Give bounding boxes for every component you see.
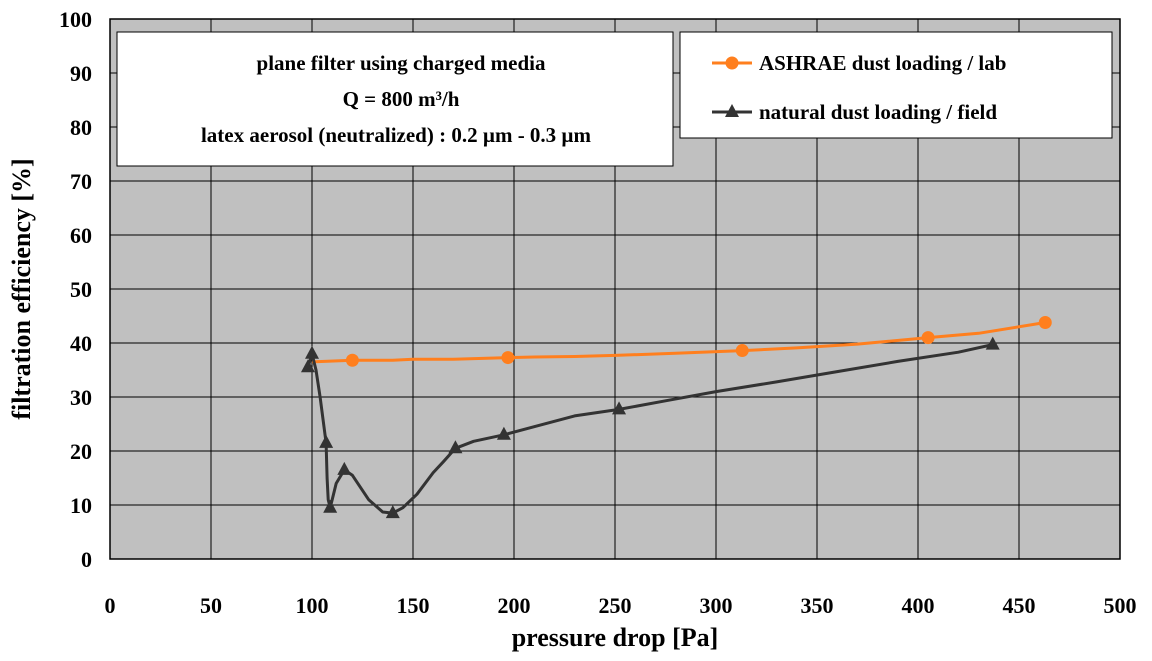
x-tick-label: 450 xyxy=(1003,593,1036,618)
data-point-natural xyxy=(305,345,319,359)
legend-item-ashrae: ASHRAE dust loading / lab xyxy=(712,51,1006,75)
annotation-background xyxy=(116,31,674,167)
data-point-natural xyxy=(448,440,463,454)
series-line-ashrae xyxy=(311,321,1046,364)
series-layer xyxy=(300,315,1052,519)
y-axis-title: filtration efficiency [%] xyxy=(7,158,36,419)
y-tick-label: 20 xyxy=(70,439,92,464)
y-tick-label: 50 xyxy=(70,277,92,302)
x-tick-label: 0 xyxy=(105,593,116,618)
y-tick-label: 70 xyxy=(70,169,92,194)
data-point-natural xyxy=(985,336,1000,350)
data-point-ashrae xyxy=(921,331,935,345)
data-point-natural xyxy=(323,499,338,513)
data-point-ashrae xyxy=(1038,315,1052,329)
data-point-natural xyxy=(300,359,315,373)
x-tick-label: 100 xyxy=(296,593,329,618)
annotation-line-1: plane filter using charged media xyxy=(257,51,546,75)
legend-label-natural: natural dust loading / field xyxy=(759,100,997,124)
legend: ASHRAE dust loading / lab natural dust l… xyxy=(679,31,1113,139)
x-tick-label: 50 xyxy=(200,593,222,618)
x-axis-title: pressure drop [Pa] xyxy=(512,623,719,652)
data-point-natural xyxy=(319,434,334,448)
y-tick-label: 100 xyxy=(59,7,92,32)
y-tick-label: 40 xyxy=(70,331,92,356)
legend-background xyxy=(679,31,1113,139)
y-tick-label: 80 xyxy=(70,115,92,140)
x-tick-label: 500 xyxy=(1104,593,1137,618)
data-point-ashrae xyxy=(501,351,515,365)
y-tick-label: 0 xyxy=(81,547,92,572)
y-tick-label: 30 xyxy=(70,385,92,410)
x-tick-label: 150 xyxy=(397,593,430,618)
legend-marker-ashrae xyxy=(725,56,739,70)
y-tick-label: 90 xyxy=(70,61,92,86)
y-tick-labels: 0 10 20 30 40 50 60 70 80 90 100 xyxy=(59,7,92,572)
x-tick-label: 200 xyxy=(498,593,531,618)
x-tick-label: 400 xyxy=(902,593,935,618)
series-ashrae xyxy=(311,315,1052,367)
legend-label-ashrae: ASHRAE dust loading / lab xyxy=(759,51,1006,75)
series-line-natural xyxy=(306,343,994,515)
y-tick-label: 10 xyxy=(70,493,92,518)
data-point-natural xyxy=(385,505,400,519)
series-natural xyxy=(300,336,1000,519)
annotation-line-2: Q = 800 m³/h xyxy=(343,87,460,111)
y-tick-label: 60 xyxy=(70,223,92,248)
data-point-ashrae xyxy=(735,344,749,358)
x-tick-label: 250 xyxy=(599,593,632,618)
x-tick-label: 300 xyxy=(700,593,733,618)
data-point-natural xyxy=(337,461,352,475)
plot-border xyxy=(109,18,1121,560)
data-point-natural xyxy=(612,401,627,415)
annotation-box: plane filter using charged media Q = 800… xyxy=(116,31,674,167)
data-point-natural xyxy=(496,426,511,440)
x-tick-label: 350 xyxy=(801,593,834,618)
x-tick-labels: 0 50 100 150 200 250 300 350 400 450 500 xyxy=(105,593,1137,618)
data-point-ashrae xyxy=(345,353,359,367)
legend-item-natural: natural dust loading / field xyxy=(712,100,997,124)
legend-marker-natural xyxy=(725,104,739,117)
annotation-line-3: latex aerosol (neutralized) : 0.2 µm - 0… xyxy=(201,123,592,147)
